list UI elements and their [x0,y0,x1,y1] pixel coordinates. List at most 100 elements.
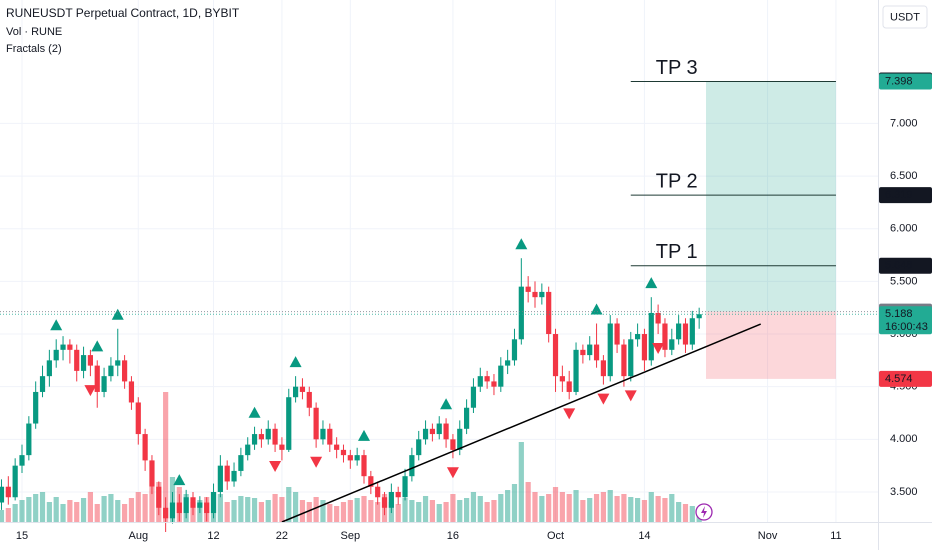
candle-body [532,291,538,298]
candle-body [224,465,230,482]
candle-body [477,376,483,387]
alert-icon[interactable] [695,503,713,521]
volume-bar [416,502,422,522]
volume-bar [128,498,135,522]
candle-body [422,428,429,440]
volume-bar [689,506,695,522]
volume-bar [436,504,442,522]
price-badge [879,257,932,274]
indicator: Vol · RUNE [6,26,62,38]
volume-bar [327,504,333,522]
volume-bar [580,500,586,522]
volume-bar [375,502,381,522]
fractal-up [590,303,603,315]
candle-body [67,344,73,350]
candle-body [156,486,162,508]
volume-bar [559,492,565,522]
candle-body [505,360,511,366]
candle-body [511,339,518,361]
candle-body [108,365,114,377]
candle-body [197,502,203,508]
candle-body [347,455,353,461]
candle-body [361,455,367,477]
loss-zone [706,311,836,379]
fractal-up [289,356,302,368]
volume-bar [60,504,66,522]
volume-bar [238,496,244,522]
x-tick-label: Nov [758,530,778,542]
candle-body [115,360,121,366]
volume-bar [19,500,25,522]
volume-bar [587,498,593,522]
volume-bar [80,498,87,522]
volume-bar [593,494,600,522]
volume-bar [347,500,353,522]
volume-bar [635,498,641,522]
volume-bar [628,497,634,522]
candle-body [525,286,531,292]
candle-body [272,428,278,445]
volume-bar [115,500,121,522]
candle-body [409,455,415,477]
fractal-down [310,456,323,468]
volume-bar [334,506,340,522]
candle-body [648,312,654,361]
candle-body [340,449,347,456]
fractal-up [173,474,186,486]
volume-bar [0,510,5,522]
candle-body [245,444,251,456]
indicator: Fractals (2) [6,43,62,55]
candle-body [265,428,271,440]
candle-body [128,381,135,403]
candle-body [39,376,46,392]
candle-body [210,491,217,514]
candle-body [436,423,442,435]
candle-body [327,428,333,445]
volume-bar [539,496,545,522]
fractal-up [50,319,63,331]
candle-body [169,502,176,519]
candle-body [26,423,32,456]
volume-bar [676,502,682,522]
price-badge [879,370,932,387]
y-tick-label: 6.500 [890,170,918,182]
volume-bar [87,492,93,522]
price-badge-label: 5.648 [885,260,913,272]
volume-bar [457,500,463,522]
fractal-up [248,406,261,418]
volume-bar [354,498,360,522]
volume-bar [402,498,408,522]
x-tick-label: 11 [830,530,841,542]
price-badge [879,73,932,90]
candle-body [190,497,196,508]
volume-bar [511,484,518,522]
y-tick-label: 5.500 [890,275,918,287]
candle-body [19,455,25,466]
target-label: TP 2 [656,170,698,192]
candle-body [142,434,148,461]
candle-body [135,402,141,435]
volume-bar [306,502,312,522]
candle-body [122,360,128,382]
x-tick-label: 14 [638,530,650,542]
volume-bar [286,487,292,522]
candle-body [429,428,435,435]
candle-body [320,428,326,440]
fractal-up [515,238,528,250]
candle-body [80,355,87,371]
candle-body [614,323,620,345]
candle-body [416,439,422,456]
currency-box[interactable] [882,5,928,29]
candle-body [299,386,306,392]
volume-bar [265,500,271,522]
volume-bar [682,504,689,522]
volume-bar [600,492,606,522]
currency: USDT [890,11,920,23]
fractal-down [563,408,576,420]
candle-body [388,491,394,508]
volume-bar [320,500,326,522]
price-badge-label: 6.319 [885,189,913,201]
candle-body [669,339,675,350]
volume-bar [245,497,251,522]
candle-body [87,355,93,366]
